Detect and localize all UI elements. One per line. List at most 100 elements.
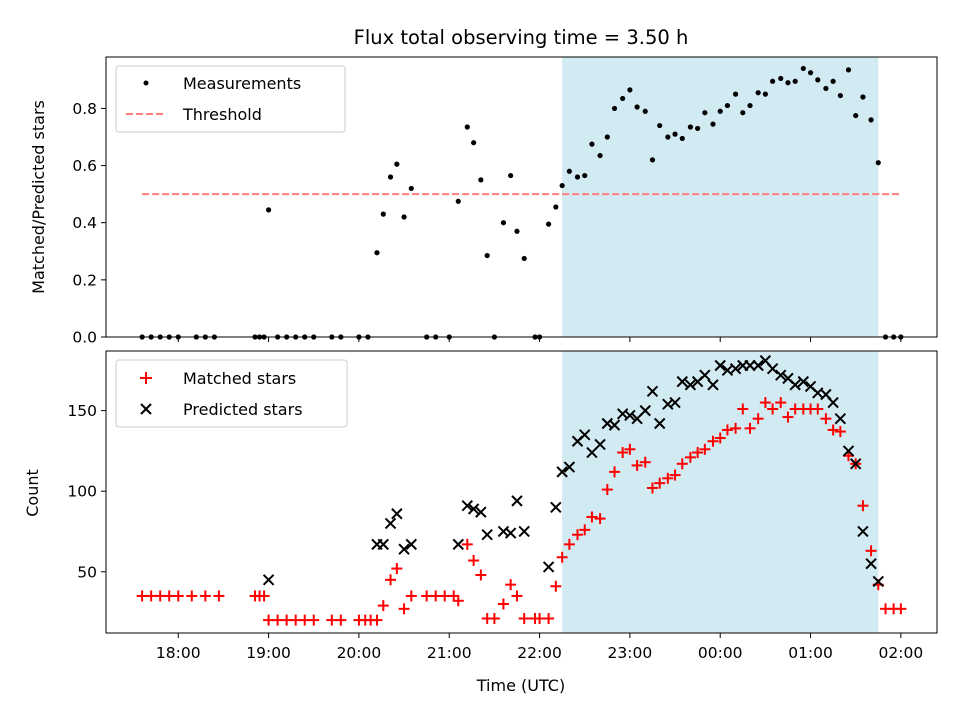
measurement-point bbox=[514, 228, 520, 234]
predicted-star-point bbox=[775, 369, 787, 381]
bottom-legend-box bbox=[115, 359, 348, 428]
measurement-point bbox=[597, 152, 603, 159]
measurement-point bbox=[634, 104, 640, 110]
matched-star-point bbox=[609, 466, 621, 478]
top-y-tick-label: 0.8 bbox=[72, 100, 97, 118]
matched-star-point bbox=[752, 413, 764, 425]
measurement-point bbox=[566, 168, 572, 174]
x-tick-label: 21:00 bbox=[427, 644, 472, 662]
measurement-point bbox=[265, 207, 272, 213]
matched-star-point bbox=[669, 469, 681, 481]
measurement-point bbox=[800, 65, 806, 72]
measurement-point bbox=[695, 125, 701, 132]
x-tick-label: 02:00 bbox=[879, 644, 924, 662]
predicted-star-point bbox=[646, 385, 659, 397]
predicted-star-point bbox=[461, 499, 474, 512]
bottom-axes-frame bbox=[105, 350, 938, 634]
matched-star-point bbox=[258, 590, 270, 602]
matched-star-point bbox=[631, 459, 643, 471]
predicted-star-point bbox=[669, 396, 681, 409]
matched-star-point bbox=[654, 477, 666, 489]
top-panel: Flux total observing time = 3.50 h 0.00.… bbox=[29, 26, 938, 347]
matched-star-point bbox=[857, 500, 869, 512]
predicted-star-point bbox=[563, 461, 576, 473]
measurement-point bbox=[508, 172, 514, 179]
measurement-point bbox=[642, 108, 648, 114]
matched-star-point bbox=[308, 614, 320, 626]
measurement-point bbox=[387, 174, 394, 180]
matched-star-point bbox=[639, 456, 651, 468]
bottom-panel: 50 100 150 18:00 19:00 20:00 21:00 22:00 23:00 0… bbox=[23, 350, 938, 695]
top-axes-frame bbox=[105, 56, 938, 338]
matched-star-point bbox=[550, 580, 562, 592]
matched-star-point bbox=[699, 443, 711, 455]
matched-star-point bbox=[543, 612, 555, 624]
predicted-star-point bbox=[262, 574, 275, 586]
measurement-point bbox=[374, 250, 380, 256]
measurement-point bbox=[717, 108, 723, 114]
measurement-point bbox=[762, 91, 768, 97]
measurement-point bbox=[553, 204, 559, 210]
matched-star-point bbox=[371, 614, 383, 626]
measurement-point bbox=[672, 131, 678, 137]
measurement-point bbox=[792, 78, 798, 84]
predicted-star-point bbox=[676, 375, 688, 388]
measurement-point bbox=[401, 214, 407, 220]
measurement-point bbox=[853, 112, 859, 119]
measurement-point bbox=[611, 105, 618, 112]
matched-star-point bbox=[468, 554, 480, 566]
measurement-point bbox=[778, 75, 784, 82]
predicted-star-point bbox=[789, 379, 801, 391]
predicted-star-point bbox=[842, 445, 855, 457]
predicted-stars-series bbox=[262, 354, 884, 588]
predicted-star-point bbox=[857, 525, 869, 538]
predicted-star-point bbox=[452, 538, 464, 551]
matched-star-point bbox=[834, 426, 846, 438]
measurement-point bbox=[500, 220, 507, 226]
matched-star-point bbox=[624, 443, 636, 455]
predicted-star-point bbox=[594, 438, 606, 451]
measurement-point bbox=[875, 160, 881, 166]
matched-star-point bbox=[405, 590, 417, 602]
matched-star-point bbox=[782, 411, 794, 423]
matched-star-point bbox=[721, 424, 733, 436]
top-legend: Measurements Threshold bbox=[115, 65, 346, 133]
predicted-star-point bbox=[384, 517, 397, 530]
predicted-star-point bbox=[714, 359, 726, 372]
predicted-star-point bbox=[504, 527, 517, 539]
x-tick-label: 23:00 bbox=[608, 644, 653, 662]
bottom-y-tick-label: 100 bbox=[67, 483, 97, 501]
predicted-star-point bbox=[518, 525, 530, 538]
measurement-point bbox=[471, 140, 477, 146]
measurement-point bbox=[649, 157, 656, 163]
predicted-star-point bbox=[699, 369, 711, 381]
measurement-point bbox=[665, 134, 671, 140]
predicted-star-point bbox=[481, 528, 493, 541]
measurement-point bbox=[574, 174, 581, 180]
x-tick-label: 20:00 bbox=[337, 644, 382, 662]
predicted-star-point bbox=[639, 404, 651, 417]
bottom-x-axis: 18:00 19:00 20:00 21:00 22:00 23:00 00:00 01:00… bbox=[156, 633, 923, 662]
predicted-star-point bbox=[608, 419, 621, 431]
x-tick-label: 22:00 bbox=[517, 644, 562, 662]
predicted-star-point bbox=[766, 363, 779, 375]
legend-matched-marker bbox=[140, 372, 152, 384]
matched-star-point bbox=[398, 603, 410, 615]
matched-star-point bbox=[692, 447, 704, 459]
measurement-point bbox=[559, 182, 565, 189]
matched-star-point bbox=[646, 482, 658, 494]
predicted-star-point bbox=[377, 538, 390, 551]
matched-star-point bbox=[452, 595, 464, 607]
matched-star-point bbox=[511, 590, 523, 602]
matched-star-point bbox=[385, 574, 397, 586]
predicted-star-point bbox=[398, 543, 410, 555]
measurement-point bbox=[521, 255, 527, 262]
measurement-point bbox=[747, 102, 753, 109]
legend-measurements-marker bbox=[143, 80, 149, 86]
x-tick-label: 01:00 bbox=[788, 644, 833, 662]
observing-interval-shade-bottom bbox=[562, 351, 879, 633]
matched-star-point bbox=[475, 569, 487, 581]
predicted-star-point bbox=[467, 503, 480, 515]
measurement-point bbox=[478, 177, 484, 183]
predicted-star-point bbox=[827, 396, 839, 409]
